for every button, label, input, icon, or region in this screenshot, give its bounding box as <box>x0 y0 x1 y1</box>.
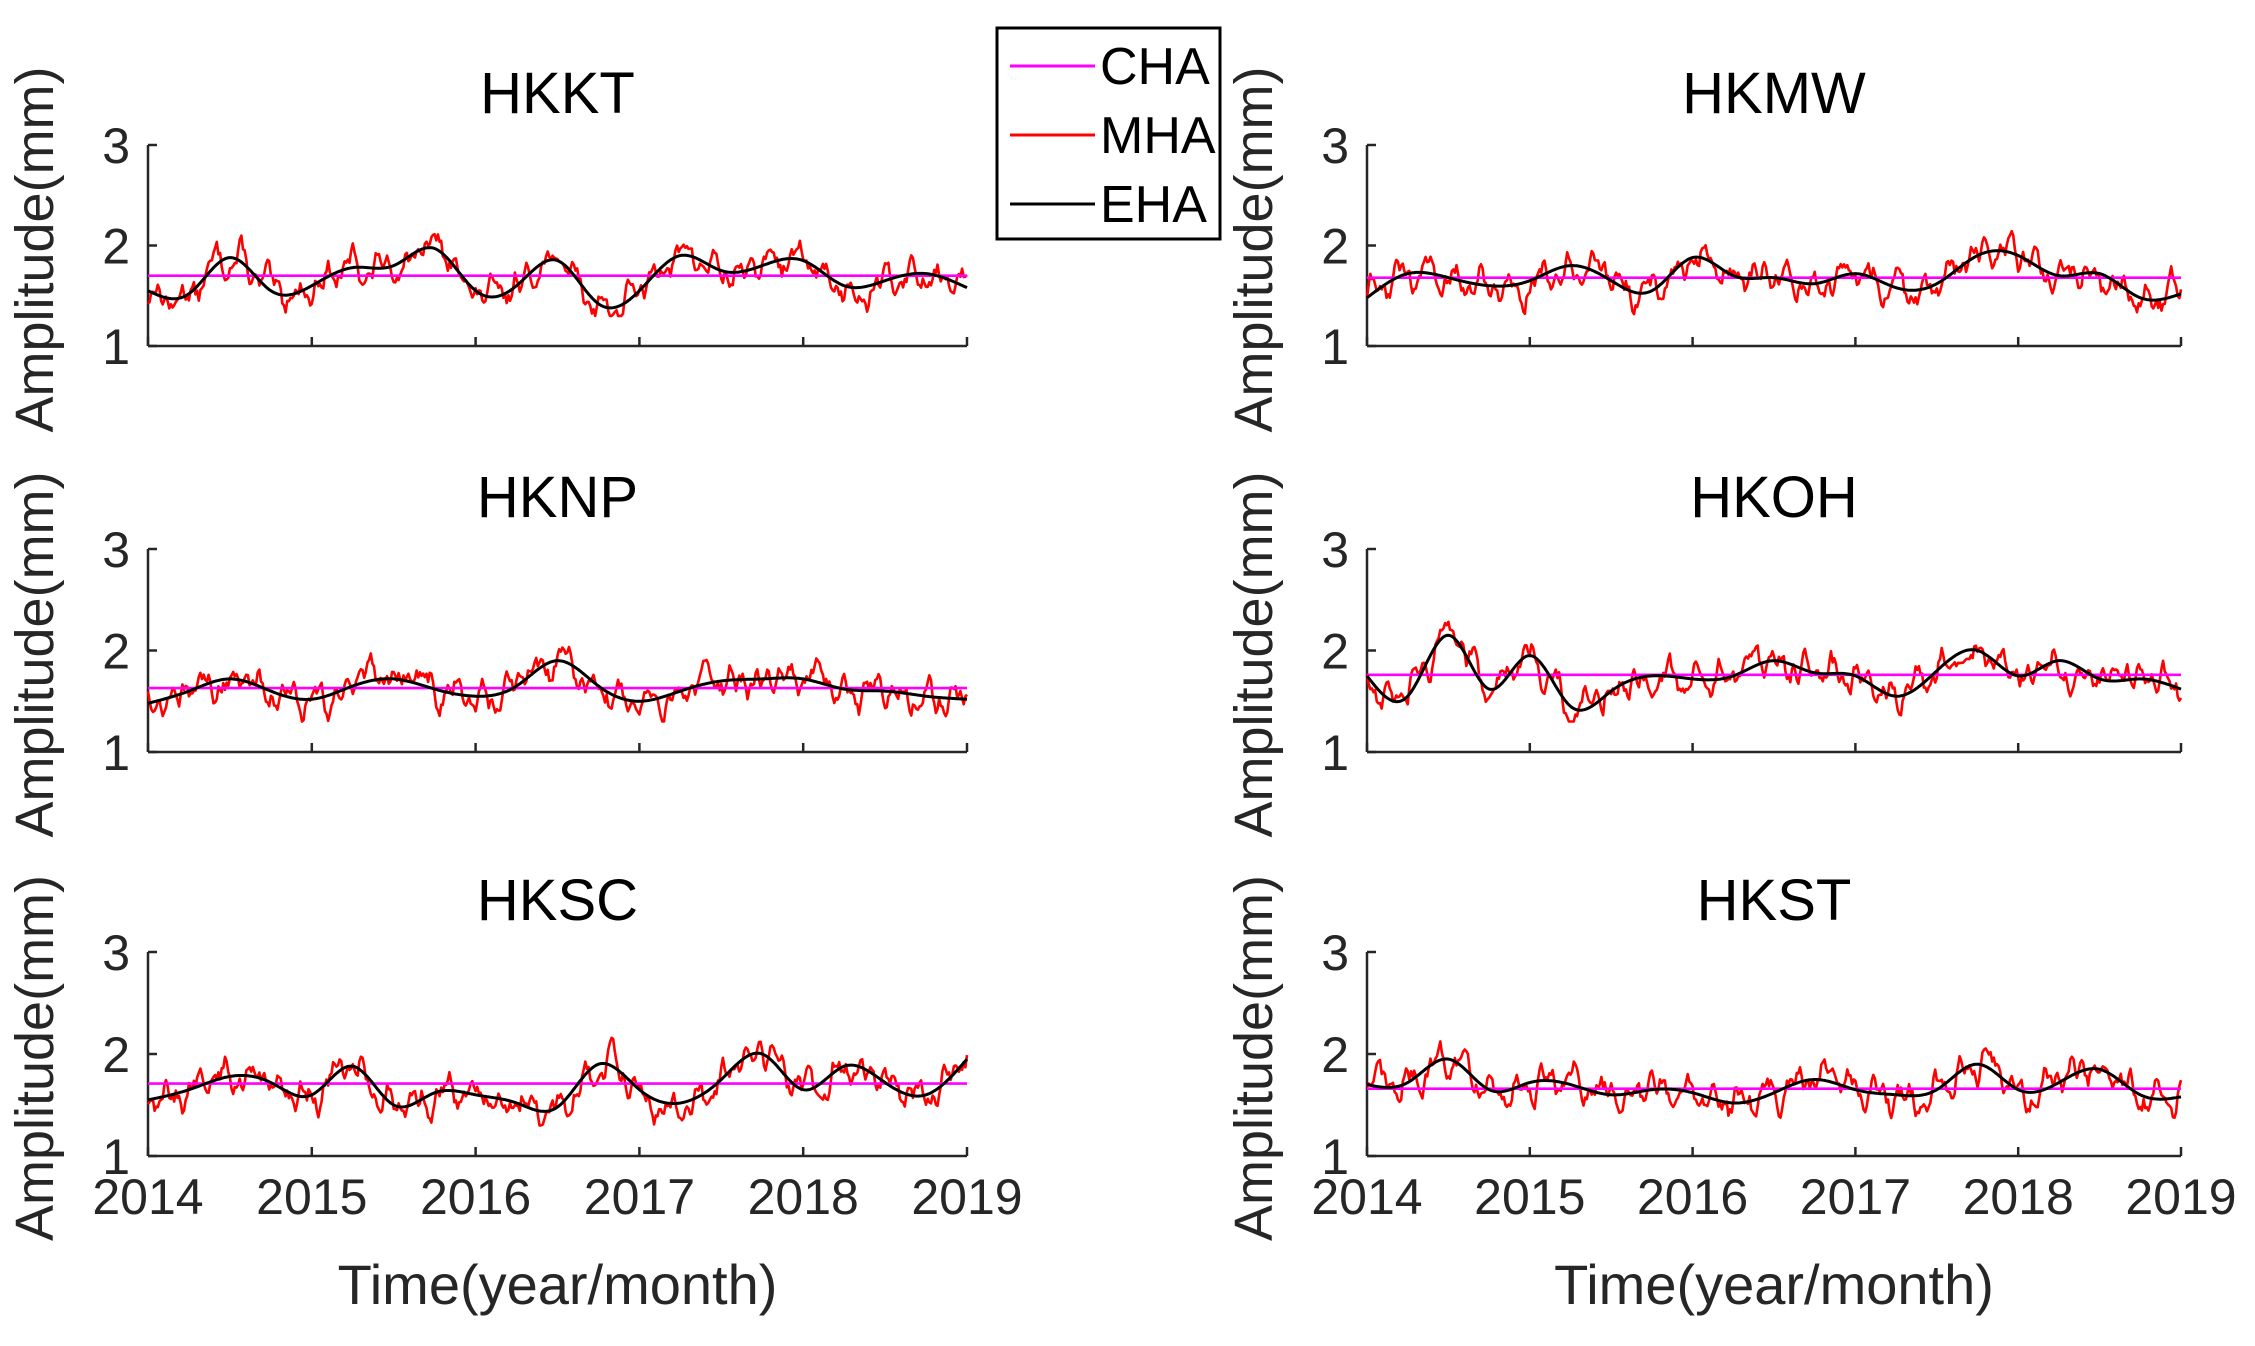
x-tick-label: 2015 <box>1474 1169 1585 1225</box>
series-eha-line <box>1366 1057 2182 1105</box>
x-tick-label: 2016 <box>1637 1169 1748 1225</box>
legend-label-eha: EHA <box>1100 176 1207 234</box>
panel-title: HKOH <box>1690 465 1858 530</box>
y-tick-label: 2 <box>1321 1027 1349 1083</box>
series-mha-line <box>1365 620 2183 723</box>
y-axis-label: Amplitude(mm) <box>5 66 65 432</box>
series-mha-line <box>1365 229 2183 316</box>
y-tick-label: 3 <box>1321 118 1349 174</box>
x-tick-label: 2019 <box>2125 1169 2236 1225</box>
panels: HKKT Amplitude(mm) 1 2 3 HKMW Amplitude(mm) 1 2 3… <box>5 61 2237 1316</box>
panel-title: HKSC <box>477 868 638 933</box>
y-tick-label: 3 <box>102 522 130 578</box>
y-tick-label: 2 <box>102 1027 130 1083</box>
series-eha-line <box>147 246 968 310</box>
y-tick-label: 2 <box>1321 219 1349 275</box>
series-eha-line <box>147 659 968 705</box>
y-tick-label: 1 <box>1321 725 1349 781</box>
y-tick-label: 1 <box>102 319 130 375</box>
x-tick-label: 2019 <box>911 1169 1022 1225</box>
x-tick-label: 2017 <box>584 1169 695 1225</box>
panel-hkkt: HKKT Amplitude(mm) 1 2 3 <box>5 61 969 433</box>
x-tick-label: 2017 <box>1800 1169 1911 1225</box>
panel-title: HKKT <box>480 61 635 126</box>
legend: CHA MHA EHA <box>995 26 1222 241</box>
panel-hkoh: HKOH Amplitude(mm) 1 2 3 <box>1224 465 2183 838</box>
x-tick-label: 2018 <box>1963 1169 2074 1225</box>
x-tick-label: 2016 <box>420 1169 531 1225</box>
series-mha-line <box>146 232 968 318</box>
y-tick-label: 3 <box>1321 925 1349 981</box>
y-tick-label: 2 <box>1321 624 1349 680</box>
y-tick-label: 1 <box>102 1129 130 1185</box>
x-axis-label: Time(year/month) <box>338 1253 778 1316</box>
y-tick-label: 3 <box>102 118 130 174</box>
panel-hkmw: HKMW Amplitude(mm) 1 2 3 <box>1224 61 2183 433</box>
panel-title: HKST <box>1697 868 1852 933</box>
y-tick-label: 2 <box>102 219 130 275</box>
y-tick-label: 3 <box>102 925 130 981</box>
panel-hksc: HKSC Amplitude(mm) 1 2 3 2014 2015 2016 2017 2018… <box>5 868 1023 1316</box>
panel-hkst: HKST Amplitude(mm) 1 2 3 2014 2015 2016 2017 2018… <box>1224 868 2237 1316</box>
panel-hknp: HKNP Amplitude(mm) 1 2 3 <box>5 465 969 838</box>
x-tick-label: 2014 <box>1311 1169 1422 1225</box>
y-axis-label: Amplitude(mm) <box>1224 66 1284 432</box>
series-eha-line <box>1365 633 2182 712</box>
y-tick-label: 2 <box>102 624 130 680</box>
legend-label-cha: CHA <box>1100 38 1210 96</box>
x-axis-label: Time(year/month) <box>1554 1253 1994 1316</box>
series-eha-line <box>1366 249 2182 302</box>
legend-label-mha: MHA <box>1100 107 1216 165</box>
y-axis-label: Amplitude(mm) <box>1224 471 1284 837</box>
y-axis-label: Amplitude(mm) <box>1224 875 1284 1241</box>
x-tick-label: 2015 <box>256 1169 367 1225</box>
panel-title: HKNP <box>477 465 638 530</box>
panel-title: HKMW <box>1682 61 1866 126</box>
y-axis-label: Amplitude(mm) <box>5 875 65 1241</box>
y-tick-label: 3 <box>1321 522 1349 578</box>
x-tick-label: 2014 <box>92 1169 203 1225</box>
y-tick-label: 1 <box>1321 319 1349 375</box>
y-tick-label: 1 <box>102 725 130 781</box>
series-eha-line <box>147 1051 969 1113</box>
x-tick-label: 2018 <box>748 1169 859 1225</box>
y-axis-label: Amplitude(mm) <box>5 471 65 837</box>
y-tick-label: 1 <box>1321 1129 1349 1185</box>
